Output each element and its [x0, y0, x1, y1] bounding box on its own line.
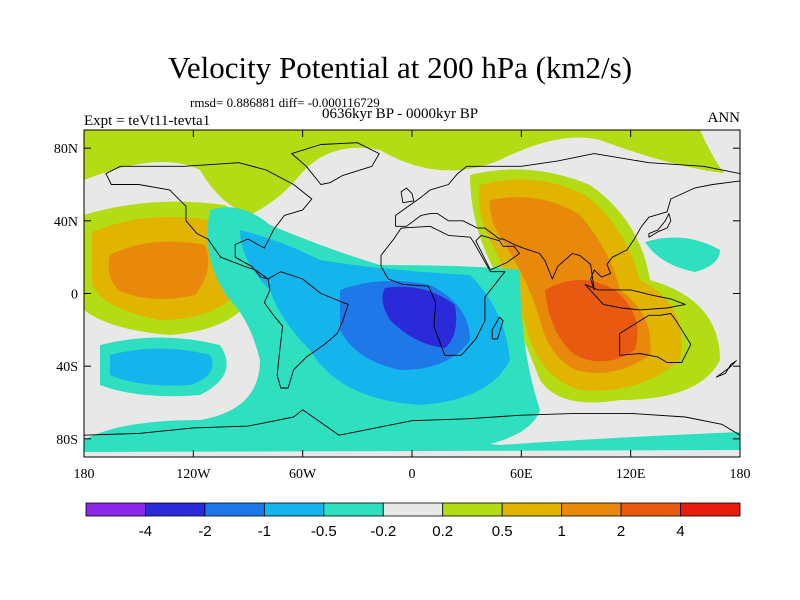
colorbar-label: -0.5 — [311, 523, 337, 540]
y-tick-label: 40S — [56, 360, 78, 375]
x-tick-label: 0 — [409, 467, 416, 482]
y-tick-label: 40N — [54, 215, 78, 230]
experiment-label: Expt = teVt11-tevta1 — [84, 113, 211, 129]
coastline-antarctica — [84, 409, 740, 436]
field-south-atlantic-core — [382, 286, 457, 348]
colorbar-box — [263, 502, 325, 517]
colorbar-label: 4 — [676, 523, 684, 540]
coastline-madagascar — [491, 316, 504, 340]
colorbar-box — [442, 502, 503, 517]
colorbar-box — [620, 502, 681, 517]
y-tick-label: 80N — [54, 142, 78, 157]
colorbar-box — [561, 502, 622, 517]
x-tick-label: 120W — [176, 467, 211, 482]
field-arctic-cap — [700, 130, 740, 190]
colorbar-label: 2 — [617, 523, 625, 540]
colorbar-label: 1 — [557, 523, 565, 540]
field-maritime-red — [545, 280, 638, 362]
colorbar-box — [204, 502, 265, 517]
field-southeast-pacific-blue — [110, 348, 213, 386]
colorbar-label: -1 — [258, 523, 271, 540]
colorbar-box — [382, 502, 444, 517]
coastline-new-zealand — [715, 360, 737, 378]
x-tick-label: 120E — [616, 467, 646, 482]
x-tick-label: 180 — [74, 467, 95, 482]
coastline-uk — [400, 187, 415, 204]
field-west-pacific-cyan-core — [645, 237, 720, 272]
colorbar-label: 0.5 — [492, 523, 513, 540]
map-panel — [83, 129, 741, 458]
colorbar-box — [323, 502, 384, 517]
field-pacific-dark-orange — [108, 241, 209, 299]
coastline-north-america — [105, 162, 313, 280]
colorbar-label: -2 — [198, 523, 211, 540]
colorbar-box — [145, 502, 206, 517]
colorbar-label: -0.2 — [370, 523, 396, 540]
colorbar-box — [680, 502, 741, 517]
x-axis: 180 120W 60W 0 60E 120E 180 — [74, 130, 751, 482]
coastline-arabia — [475, 234, 520, 271]
y-tick-label: 0 — [71, 288, 78, 303]
velocity-potential-field — [84, 130, 740, 457]
x-tick-label: 60E — [510, 467, 533, 482]
colorbar: -4 -2 -1 -0.5 -0.2 0.2 0.5 1 2 4 — [85, 502, 741, 540]
colorbar-label: -4 — [139, 523, 152, 540]
colorbar-label: 0.2 — [432, 523, 453, 540]
x-tick-label: 180 — [730, 467, 751, 482]
coastline-eurasia — [395, 153, 740, 291]
x-tick-label: 60W — [289, 467, 317, 482]
chart-title: Velocity Potential at 200 hPa (km2/s) — [167, 50, 633, 85]
colorbar-box — [85, 502, 146, 517]
coastline-south-america — [263, 271, 349, 389]
season-label: ANN — [707, 110, 741, 126]
rmsd-diff-stats: rmsd= 0.886881 diff= -0.000116729 — [190, 95, 380, 110]
y-axis: 80N 40N 0 40S 80S — [54, 142, 740, 448]
colorbar-box — [501, 502, 563, 517]
coastline-indonesia — [584, 283, 686, 311]
period-subtitle: 0636kyr BP - 0000kyr BP — [321, 106, 479, 122]
coastline-australia — [619, 313, 692, 363]
coastline-africa — [380, 225, 506, 356]
coastline-japan — [648, 213, 672, 238]
field-positive-belt-north — [84, 130, 740, 215]
coastline-greenland — [291, 142, 380, 185]
y-tick-label: 80S — [56, 433, 78, 448]
coastlines — [84, 142, 740, 436]
